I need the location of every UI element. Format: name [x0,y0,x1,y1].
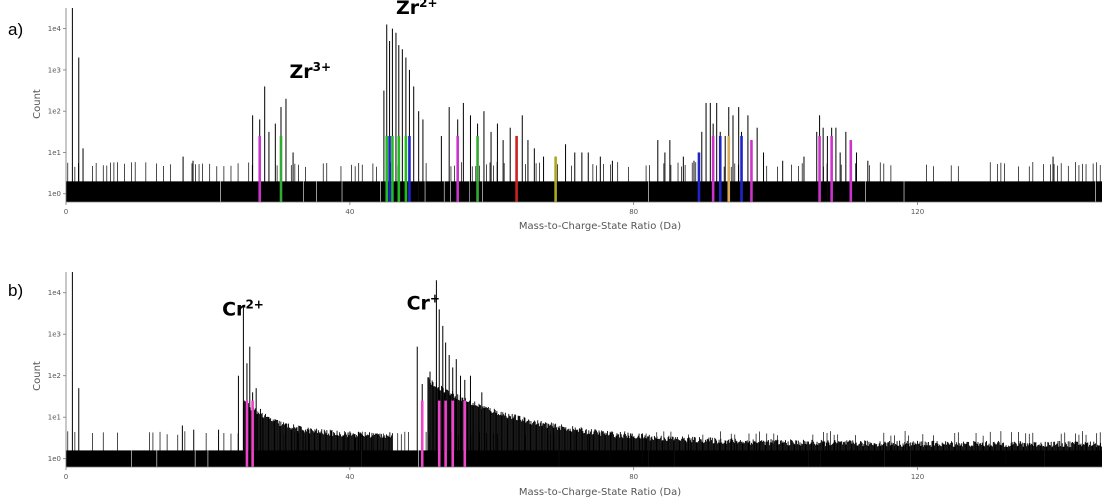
ion-label: Zr3+ [290,60,332,83]
peak-fill [251,400,254,467]
x-tick-label: 0 [64,208,68,216]
panel-b: b) Count Mass-to-Charge-State Ratio (Da)… [8,272,1102,498]
peak-fill [456,135,459,202]
peak-fill [408,135,411,202]
y-tick-label: 1e3 [48,66,61,74]
x-tick-label: 80 [629,473,638,481]
peak-fill [697,152,701,202]
y-tick-label: 1e1 [48,149,61,157]
peak-fill [258,135,262,202]
y-tick-label: 1e4 [48,289,62,297]
peak-fill [463,400,467,467]
plot-area [66,8,1102,202]
peak-fill [385,135,389,202]
y-tick-label: 1e0 [48,190,61,198]
plot-area [66,272,1102,467]
annotations: Zr3+ Zr2+ [290,0,438,83]
peak-fill [245,400,249,467]
peak-fill [554,156,557,202]
peak-fill [279,135,283,202]
peak-fill [388,135,391,202]
panel-a: a) Count Mass-to-Charge-State Ratio (Da)… [8,0,1102,232]
y-tick-label: 1e1 [48,414,61,422]
peak-fill [818,135,821,202]
ion-label: Cr2+ [222,298,264,321]
peak-fill [830,135,833,202]
x-axis-title: Mass-to-Charge-State Ratio (Da) [519,487,681,498]
x-tick-label: 0 [64,473,68,481]
panel-label-a: a) [8,20,23,39]
peak-fill [391,135,394,202]
peak-fill [397,135,401,202]
peak-fill [849,140,853,202]
x-tick-label: 80 [629,208,638,216]
y-tick-label: 1e2 [48,108,61,116]
peak-fill [718,135,722,202]
peak-fill [476,135,479,202]
annotations: Cr2+ Cr+ [222,291,440,320]
peak-fill [451,400,455,467]
panel-label-b: b) [8,281,23,300]
ion-label: Zr2+ [396,0,438,19]
y-axis-title: Count [32,89,43,119]
x-tick-label: 120 [911,473,924,481]
y-axis-title: Count [32,361,43,391]
axes: 1e0 1e1 1e2 1e3 1e4 0 40 80 120 [48,272,1102,481]
peak-fill [515,135,518,202]
y-tick-label: 1e2 [48,372,61,380]
peak-fill [727,135,731,202]
peak-fill [711,135,715,202]
axes: 1e0 1e1 1e2 1e3 1e4 0 40 80 120 [48,8,1102,216]
ion-label: Cr+ [407,291,440,314]
peak-fill [750,140,753,202]
y-tick-label: 1e0 [48,455,61,463]
y-tick-label: 1e4 [48,25,62,33]
peak-fill [404,135,408,202]
peak-fill [444,400,447,467]
peak-fill [420,400,424,467]
x-tick-label: 40 [345,208,354,216]
peak-fill [740,135,743,202]
y-tick-label: 1e3 [48,331,61,339]
x-tick-label: 40 [345,473,354,481]
x-axis-title: Mass-to-Charge-State Ratio (Da) [519,221,681,232]
background-band [66,181,1102,202]
x-tick-label: 120 [911,208,924,216]
peak-fill [437,400,441,467]
